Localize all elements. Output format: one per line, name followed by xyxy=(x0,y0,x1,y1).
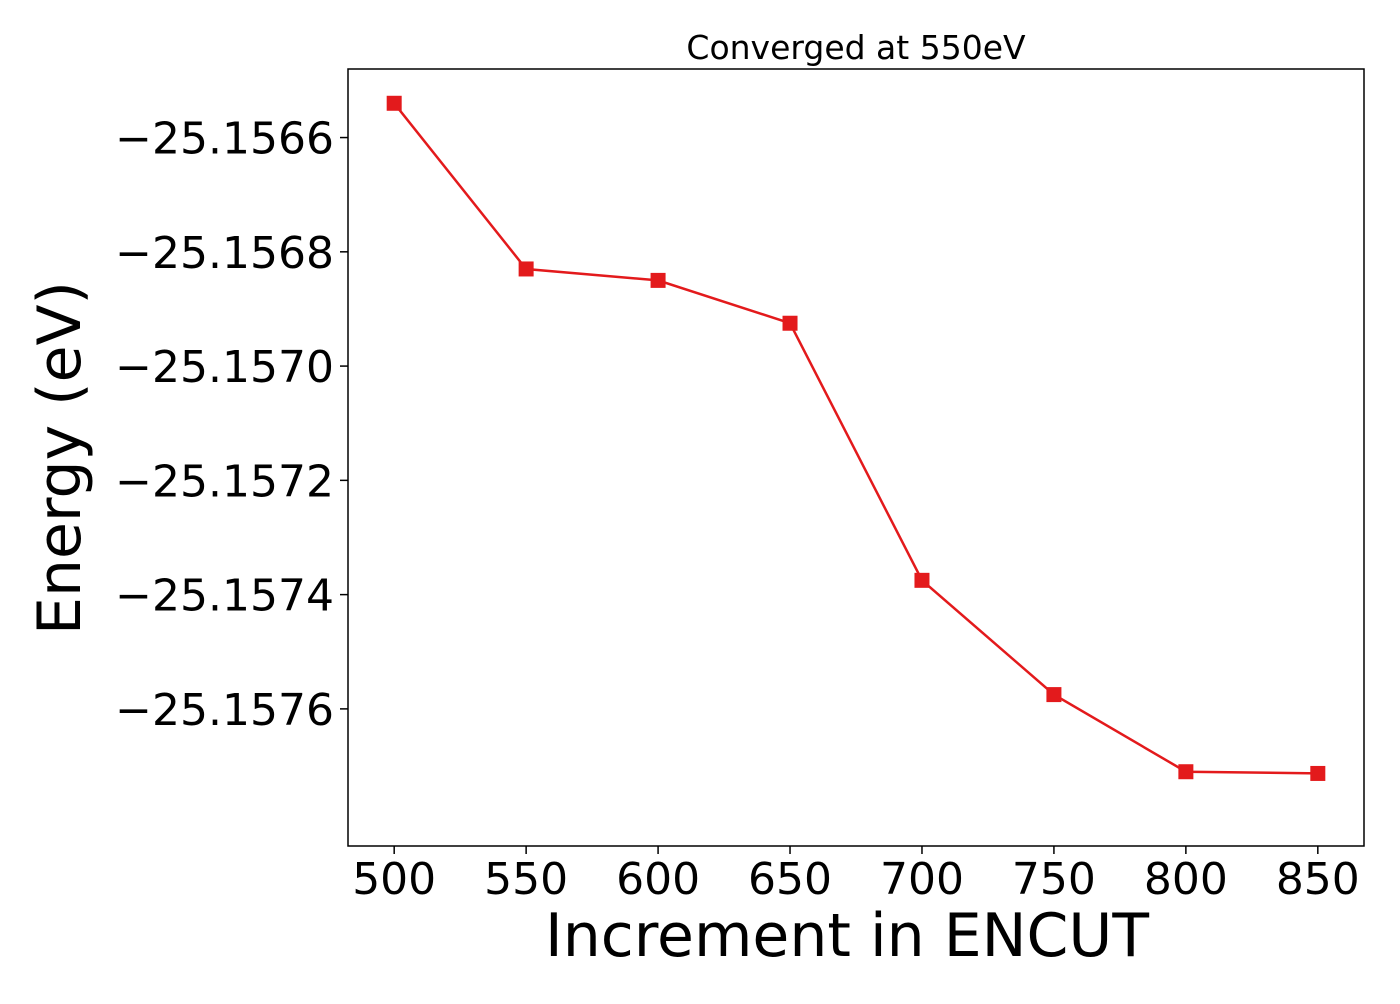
chart-title: Converged at 550eV xyxy=(686,28,1026,67)
y-tick-label: −25.1572 xyxy=(115,456,334,507)
y-tick-label: −25.1576 xyxy=(115,685,334,736)
x-tick-label: 650 xyxy=(748,854,832,905)
data-point xyxy=(1178,764,1194,780)
data-point xyxy=(1046,687,1062,703)
y-tick-label: −25.1570 xyxy=(115,342,334,393)
data-point xyxy=(782,315,798,331)
x-tick-label: 800 xyxy=(1144,854,1228,905)
y-tick-label: −25.1568 xyxy=(115,228,334,279)
x-axis: 500 550 600 650 700 750 800 850 xyxy=(352,846,1360,905)
data-point xyxy=(650,272,666,288)
data-point xyxy=(386,95,402,111)
data-point xyxy=(914,572,930,588)
y-axis: −25.1566 −25.1568 −25.1570 −25.1572 −25.1574… xyxy=(115,114,348,736)
x-tick-label: 750 xyxy=(1012,854,1096,905)
x-tick-label: 600 xyxy=(616,854,700,905)
x-tick-label: 850 xyxy=(1276,854,1360,905)
x-tick-label: 550 xyxy=(484,854,568,905)
plot-area xyxy=(386,95,1326,781)
x-axis-title: Increment in ENCUT xyxy=(545,901,1149,971)
y-axis-title: Energy (eV) xyxy=(25,281,95,635)
plot-frame xyxy=(347,68,1365,847)
data-point xyxy=(1310,765,1326,781)
series-line xyxy=(393,102,1318,775)
x-tick-label: 700 xyxy=(880,854,964,905)
data-point xyxy=(518,261,534,277)
y-tick-label: −25.1566 xyxy=(115,114,334,165)
x-tick-label: 500 xyxy=(352,854,436,905)
y-tick-label: −25.1574 xyxy=(115,571,334,622)
